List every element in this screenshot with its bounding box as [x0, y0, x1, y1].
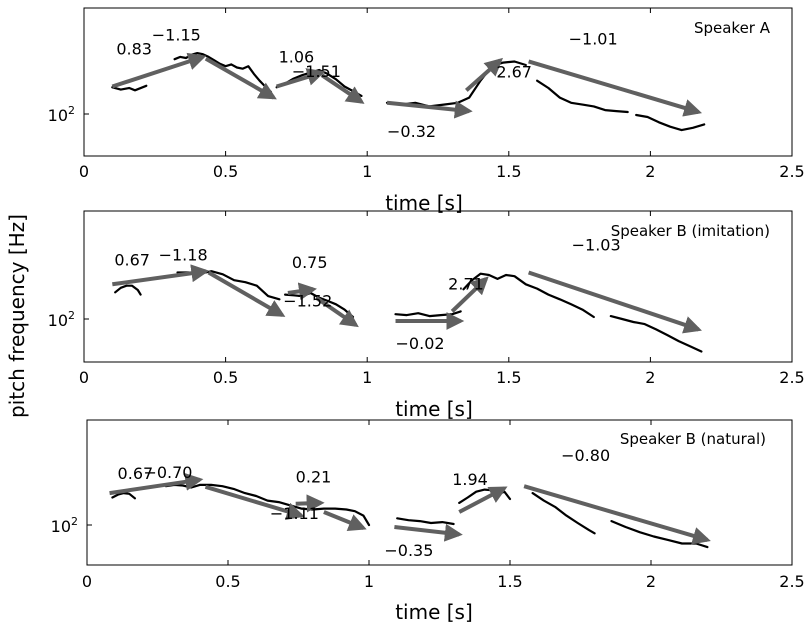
y-axis-label: pitch frequency [Hz]: [5, 214, 29, 418]
slope-label: −1.03: [572, 235, 621, 254]
slope-arrow: [527, 270, 702, 334]
plot-frame: [83, 210, 793, 363]
slope-arrow: [204, 484, 305, 521]
slope-label: −0.70: [143, 463, 192, 482]
pitch-trace: [462, 272, 595, 319]
x-tick-label: 0.5: [215, 572, 240, 591]
x-tick-label: 0.5: [213, 368, 238, 387]
slope-label: 1.06: [279, 48, 315, 67]
slope-arrow: [464, 57, 504, 92]
slope-arrow: [320, 73, 365, 104]
x-tick-label: 0: [79, 162, 89, 181]
panel-speaker-b-imitation: Speaker B (imitation) time [s] 0 0.5 1 1.5 2…: [48, 210, 805, 421]
x-tick-label: 0.5: [213, 162, 238, 181]
slope-label: −1.11: [270, 504, 319, 523]
pitch-trace: [531, 492, 596, 535]
pitch-trace: [536, 79, 629, 114]
pitch-trace: [111, 492, 136, 500]
pitch-trace: [385, 60, 527, 108]
y-tick-label: 102: [51, 515, 78, 536]
x-tick-label: 1: [364, 572, 374, 591]
x-tick-label: 2: [645, 368, 655, 387]
pitch-trace: [396, 517, 455, 526]
slope-label: 0.67: [114, 250, 150, 269]
slope-label: −0.80: [561, 446, 610, 465]
x-tick-label: 1.5: [496, 162, 521, 181]
plot-frame: [83, 7, 793, 157]
panel-title: Speaker B (imitation): [611, 222, 770, 240]
x-tick-label: 2: [645, 162, 655, 181]
slope-arrow: [450, 276, 489, 313]
slope-arrow: [109, 472, 204, 496]
pitch-trace: [114, 284, 142, 296]
x-tick-label: 2.5: [779, 368, 804, 387]
slope-label: −1.18: [159, 245, 208, 264]
panel-title: Speaker B (natural): [620, 430, 766, 448]
x-tick-label: 2: [646, 572, 656, 591]
x-tick-label: 1.5: [496, 368, 521, 387]
x-tick-label: 1: [362, 162, 372, 181]
x-tick-label: 1.5: [497, 572, 522, 591]
slope-arrow: [394, 523, 463, 542]
slope-arrow: [287, 282, 317, 301]
x-tick-label: 2.5: [779, 162, 804, 181]
slope-label: 0.67: [118, 464, 154, 483]
slope-label: −1.15: [152, 26, 201, 45]
slope-label: −1.52: [283, 292, 332, 311]
slope-arrow: [523, 484, 711, 545]
slope-arrow: [275, 68, 326, 89]
slope-arrow: [207, 270, 286, 317]
pitch-trace: [458, 488, 512, 504]
slope-label: 2.71: [448, 274, 484, 293]
panel-title: Speaker A: [694, 19, 771, 37]
x-axis-label: time [s]: [395, 600, 473, 624]
y-tick-label: 102: [48, 104, 75, 125]
x-tick-label: 0: [82, 572, 92, 591]
slope-label: 1.94: [452, 470, 488, 489]
pitch-trace: [609, 315, 703, 353]
slope-label: −1.01: [569, 29, 618, 48]
x-tick-label: 1: [362, 368, 372, 387]
slope-label: −0.02: [396, 334, 445, 353]
pitch-trace: [635, 113, 706, 132]
slope-arrow: [112, 264, 210, 287]
slope-arrow: [315, 296, 359, 328]
slope-arrow: [111, 52, 207, 89]
panel-speaker-a: Speaker A time [s] 0 0.5 1 1.5 2 2.51020.83−1…: [48, 7, 805, 215]
slope-label: 2.67: [496, 62, 532, 81]
slope-arrow: [386, 100, 473, 119]
slope-arrow: [204, 56, 277, 100]
x-axis-label: time [s]: [395, 397, 473, 421]
y-tick-label: 102: [48, 309, 75, 330]
slope-label: −0.32: [387, 122, 436, 141]
pitch-trace: [394, 310, 462, 318]
slope-label: −0.35: [384, 541, 433, 560]
panel-speaker-b-natural: Speaker B (natural) time [s] 0 0.5 1 1.5 2 2.…: [51, 419, 805, 624]
slope-label: −1.51: [292, 62, 341, 81]
slope-arrow: [458, 486, 508, 514]
pitch-trace: [111, 84, 148, 92]
slope-label: 0.83: [116, 40, 152, 59]
slope-label: 0.21: [296, 468, 332, 487]
slope-arrow: [323, 510, 367, 531]
x-tick-label: 2.5: [779, 572, 804, 591]
plot-frame: [86, 419, 793, 566]
slope-label: 0.75: [292, 253, 328, 272]
x-tick-label: 0: [79, 368, 89, 387]
slope-arrow: [528, 59, 702, 117]
slope-arrow: [295, 494, 325, 513]
